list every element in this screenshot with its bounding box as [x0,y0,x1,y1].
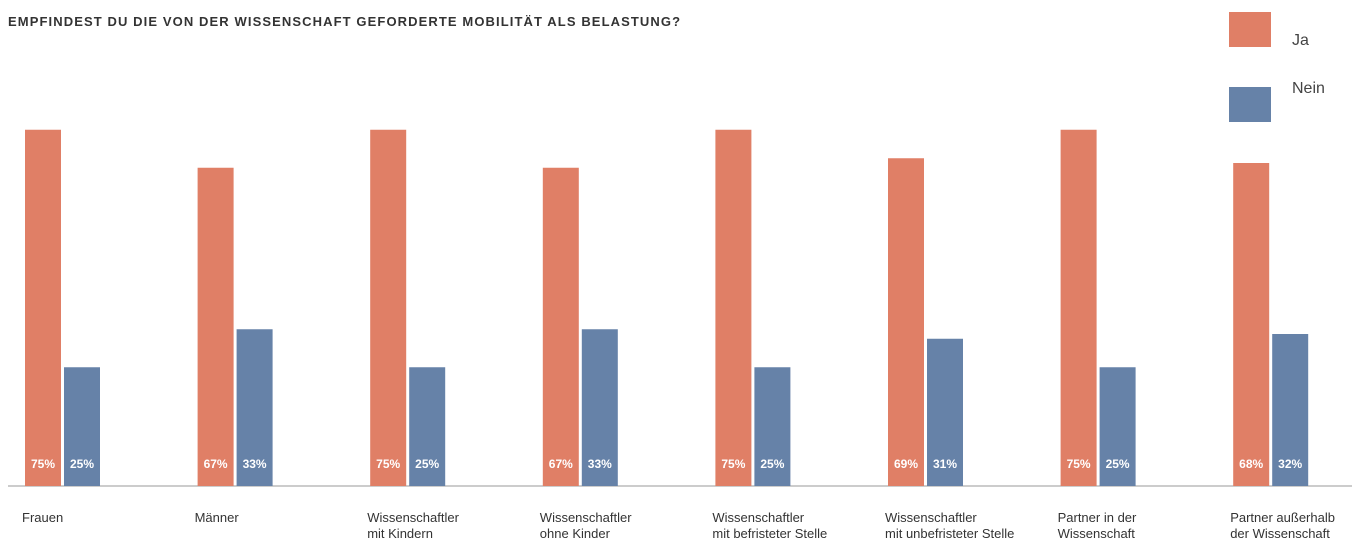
value-label: 31% [933,457,957,471]
bar [715,129,752,486]
x-tick-label: Männer [194,510,239,525]
bar [1099,367,1136,486]
bar [1233,163,1270,486]
value-label: 75% [376,457,400,471]
value-label: 33% [243,457,267,471]
bar [1272,334,1309,486]
bar [197,167,234,486]
value-label: 25% [415,457,439,471]
chart-title: EMPFINDEST DU DIE VON DER WISSENSCHAFT G… [8,14,682,29]
value-label: 33% [588,457,612,471]
legend-swatch [1229,87,1271,122]
legend-swatch [1229,12,1271,47]
legend-label: Ja [1292,32,1309,49]
x-tick-label: Wissenschaftler ohne Kinder [539,510,632,541]
value-label: 25% [70,457,94,471]
bar [581,329,618,486]
bar [888,158,924,486]
bar [25,129,61,486]
value-label: 25% [1106,457,1130,471]
value-label: 25% [760,457,784,471]
x-tick-label: Wissenschaftler mit Kindern [367,510,459,541]
value-label: 75% [31,457,55,471]
value-label: 75% [1067,457,1091,471]
value-label: 67% [549,457,573,471]
bar [927,338,963,486]
value-label: 68% [1239,457,1263,471]
value-label: 32% [1278,457,1302,471]
bar [1060,129,1097,486]
bar [236,329,273,486]
legend-label: Nein [1292,80,1325,97]
value-label: 67% [204,457,228,471]
value-label: 69% [894,457,918,471]
x-tick-label: Partner in der Wissenschaft [1057,510,1137,541]
x-tick-label: Partner außerhalb der Wissenschaft [1230,510,1335,541]
x-tick-label: Frauen [22,510,64,525]
bar [64,367,100,486]
bar [370,129,407,486]
bar [542,167,579,486]
x-tick-label: Wissenschaftler mit unbefristeter Stelle [885,510,1015,541]
bar [409,367,446,486]
value-label: 75% [721,457,745,471]
x-tick-label: Wissenschaftler mit befristeter Stelle [712,510,828,541]
bar [754,367,791,486]
